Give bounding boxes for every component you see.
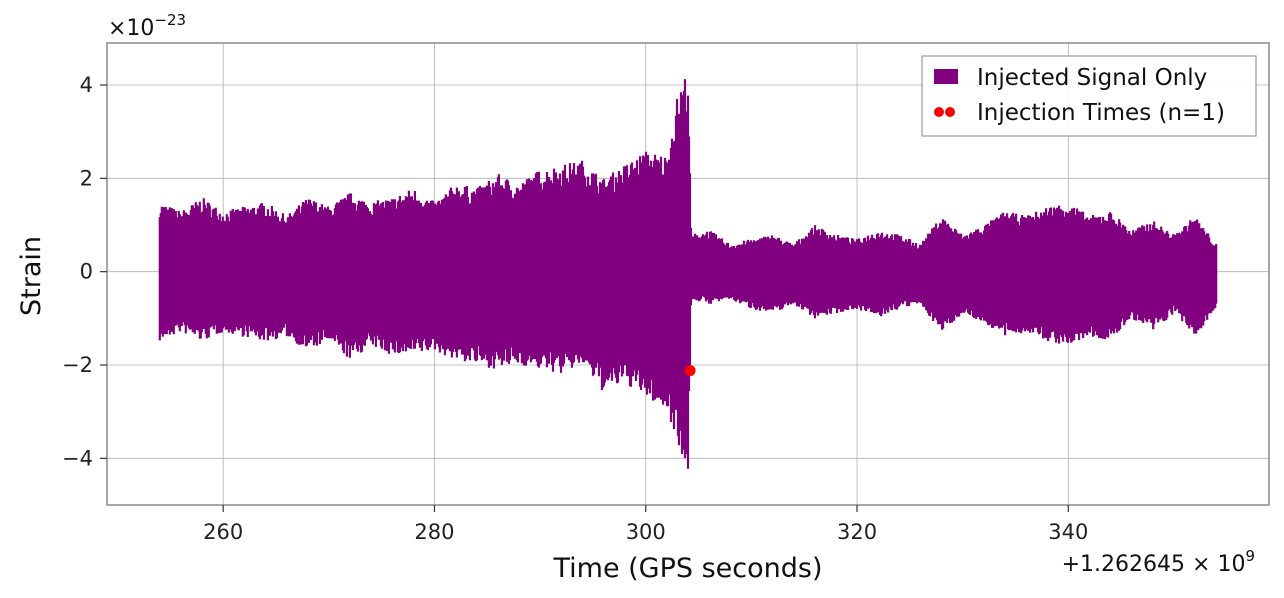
legend-label-injection: Injection Times (n=1) [977,100,1225,126]
y-scale-exponent: −23 [154,11,186,29]
plot-area [158,79,1218,469]
legend-marker-injection-a [934,107,944,117]
x-tick-label: 320 [837,520,877,544]
legend-box [921,55,1257,137]
y-tick-label: 4 [80,73,93,97]
y-tick-label: −2 [62,353,93,377]
y-axis-ticks: −4 −2 0 2 4 [62,73,107,470]
legend-marker-injection-b [945,107,955,117]
legend: Injected Signal Only Injection Times (n=… [921,55,1257,137]
x-tick-label: 260 [203,520,243,544]
x-offset-exponent: 9 [1245,547,1255,565]
plot-frame [106,42,1270,506]
y-tick-label: 2 [80,166,93,190]
x-offset-annotation: +1.262645 × 109 [1062,547,1255,577]
x-tick-label: 280 [414,520,454,544]
y-tick-label: −4 [62,446,93,470]
legend-swatch-signal [934,69,958,84]
legend-label-signal: Injected Signal Only [977,65,1207,91]
x-tick-label: 340 [1048,520,1088,544]
x-tick-label: 300 [626,520,666,544]
y-axis-label: Strain [16,236,47,316]
x-axis-ticks: 260 280 300 320 340 [203,505,1088,544]
injection-time-marker [684,365,696,377]
y-tick-label: 0 [80,260,93,284]
y-scale-annotation: ×10−23 [108,11,186,41]
signal-series-trace [158,79,1218,469]
x-axis-label: Time (GPS seconds) [552,553,822,584]
